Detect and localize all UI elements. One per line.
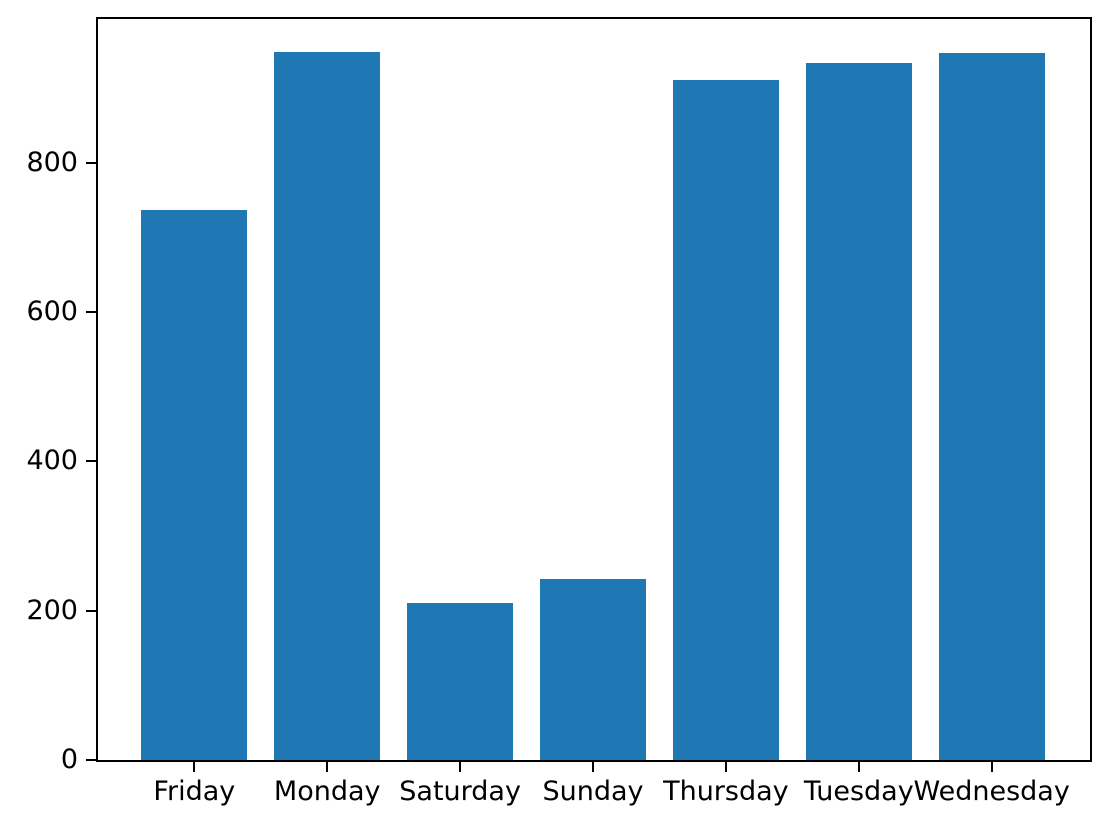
- bar-monday: [274, 52, 381, 760]
- x-tick-label-thursday: Thursday: [663, 776, 789, 807]
- x-tick-label-wednesday: Wednesday: [913, 776, 1070, 807]
- y-tick-label-400: 400: [26, 445, 78, 477]
- x-tick-label-sunday: Sunday: [542, 776, 644, 807]
- bar-wednesday: [938, 52, 1045, 760]
- bar-tuesday: [805, 63, 912, 760]
- y-tick-mark: [86, 460, 96, 463]
- x-tick-mark: [990, 762, 993, 772]
- bar-sunday: [539, 578, 647, 760]
- y-tick-label-600: 600: [26, 295, 78, 327]
- x-tick-mark: [459, 762, 462, 772]
- bar-friday: [141, 209, 248, 760]
- x-tick-label-friday: Friday: [153, 776, 236, 807]
- y-tick-mark: [86, 609, 96, 612]
- bar-saturday: [406, 603, 514, 760]
- x-tick-mark: [592, 762, 594, 772]
- x-tick-label-saturday: Saturday: [399, 776, 521, 807]
- y-tick-label-200: 200: [26, 594, 78, 626]
- x-tick-mark: [326, 762, 329, 772]
- y-tick-mark: [86, 161, 96, 164]
- y-tick-mark: [86, 310, 96, 313]
- y-tick-label-0: 0: [60, 744, 78, 775]
- x-tick-mark: [724, 762, 727, 772]
- y-tick-label-800: 800: [26, 146, 78, 178]
- x-tick-mark: [857, 762, 860, 772]
- bar-thursday: [672, 80, 780, 760]
- y-tick-mark: [86, 759, 96, 761]
- x-tick-label-tuesday: Tuesday: [803, 776, 914, 807]
- x-tick-label-monday: Monday: [273, 776, 381, 807]
- x-tick-mark: [193, 762, 196, 772]
